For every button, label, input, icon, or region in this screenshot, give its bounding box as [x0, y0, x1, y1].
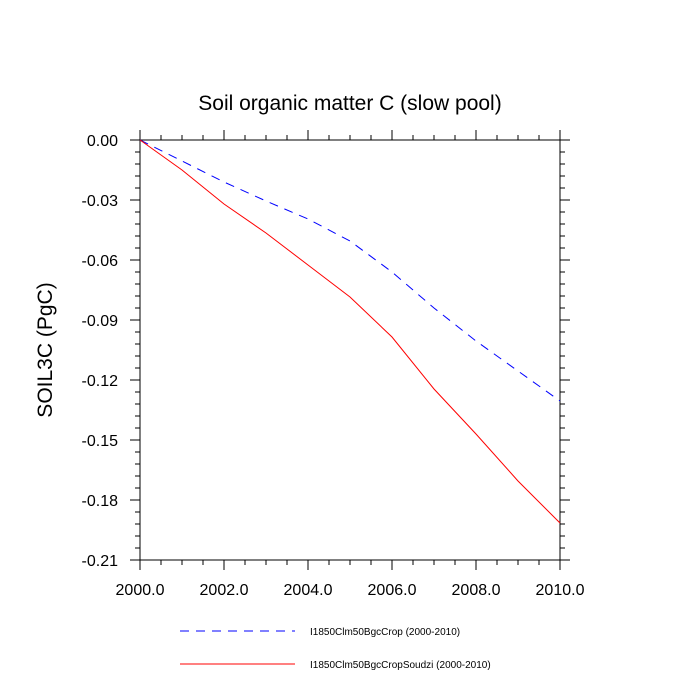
- y-tick-label: 0.00: [87, 133, 118, 150]
- plot-frame: [139, 139, 561, 561]
- chart-title: Soil organic matter C (slow pool): [198, 92, 501, 115]
- x-tick-label: 2010.0: [536, 582, 585, 599]
- tick-labels: 2000.0 2002.0 2004.0 2006.0 2008.0 2010.0 0.00…: [82, 133, 585, 599]
- y-axis-label: SOIL3C (PgC): [34, 282, 57, 417]
- series-line-1: [139, 139, 561, 402]
- x-tick-label: 2000.0: [116, 582, 165, 599]
- series-lines: [139, 139, 561, 524]
- y-tick-label: -0.21: [82, 553, 119, 570]
- y-tick-label: -0.15: [82, 433, 119, 450]
- axis-ticks: [130, 130, 570, 570]
- series-line-2: [139, 139, 561, 524]
- y-tick-label: -0.06: [82, 253, 119, 270]
- legend-label-1: I1850Clm50BgcCrop (2000-2010): [310, 627, 460, 638]
- legend-label-2: I1850Clm50BgcCropSoudzi (2000-2010): [310, 660, 491, 671]
- y-tick-label: -0.18: [82, 493, 119, 510]
- x-tick-label: 2004.0: [284, 582, 333, 599]
- y-tick-label: -0.12: [82, 373, 119, 390]
- x-tick-label: 2008.0: [452, 582, 501, 599]
- x-tick-label: 2002.0: [200, 582, 249, 599]
- y-tick-label: -0.03: [82, 193, 119, 210]
- y-tick-label: -0.09: [82, 313, 119, 330]
- legend: I1850Clm50BgcCrop (2000-2010) I1850Clm50B…: [180, 627, 491, 671]
- x-tick-label: 2006.0: [368, 582, 417, 599]
